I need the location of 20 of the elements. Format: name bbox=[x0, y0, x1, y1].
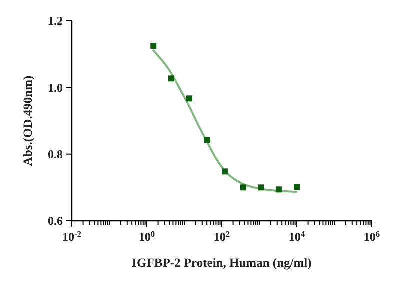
point bbox=[294, 184, 300, 190]
y-tick-label: 1.2 bbox=[48, 14, 63, 28]
point bbox=[204, 137, 210, 143]
y-tick-label: 0.6 bbox=[48, 214, 63, 228]
point bbox=[168, 76, 174, 82]
y-axis-title: Abs.(OD.490nm) bbox=[21, 76, 35, 166]
point bbox=[186, 96, 192, 102]
point bbox=[240, 184, 246, 191]
x-axis-title: IGFBP-2 Protein, Human (ng/ml) bbox=[132, 256, 312, 270]
y-tick-label: 0.8 bbox=[48, 148, 63, 162]
x-tick-label: 10$^{4}$ bbox=[288, 230, 306, 244]
x-tick-label: 10$^{0}$ bbox=[138, 230, 156, 244]
point bbox=[276, 186, 282, 193]
x-tick-label: 10$^{-2}$ bbox=[62, 230, 82, 244]
point bbox=[150, 43, 157, 49]
x-tick-label: 10$^{2}$ bbox=[214, 230, 230, 244]
x-tick-label: 10$^{6}$ bbox=[364, 230, 380, 244]
point bbox=[258, 184, 264, 191]
point bbox=[222, 168, 228, 175]
y-tick-label: 1.0 bbox=[48, 80, 63, 95]
